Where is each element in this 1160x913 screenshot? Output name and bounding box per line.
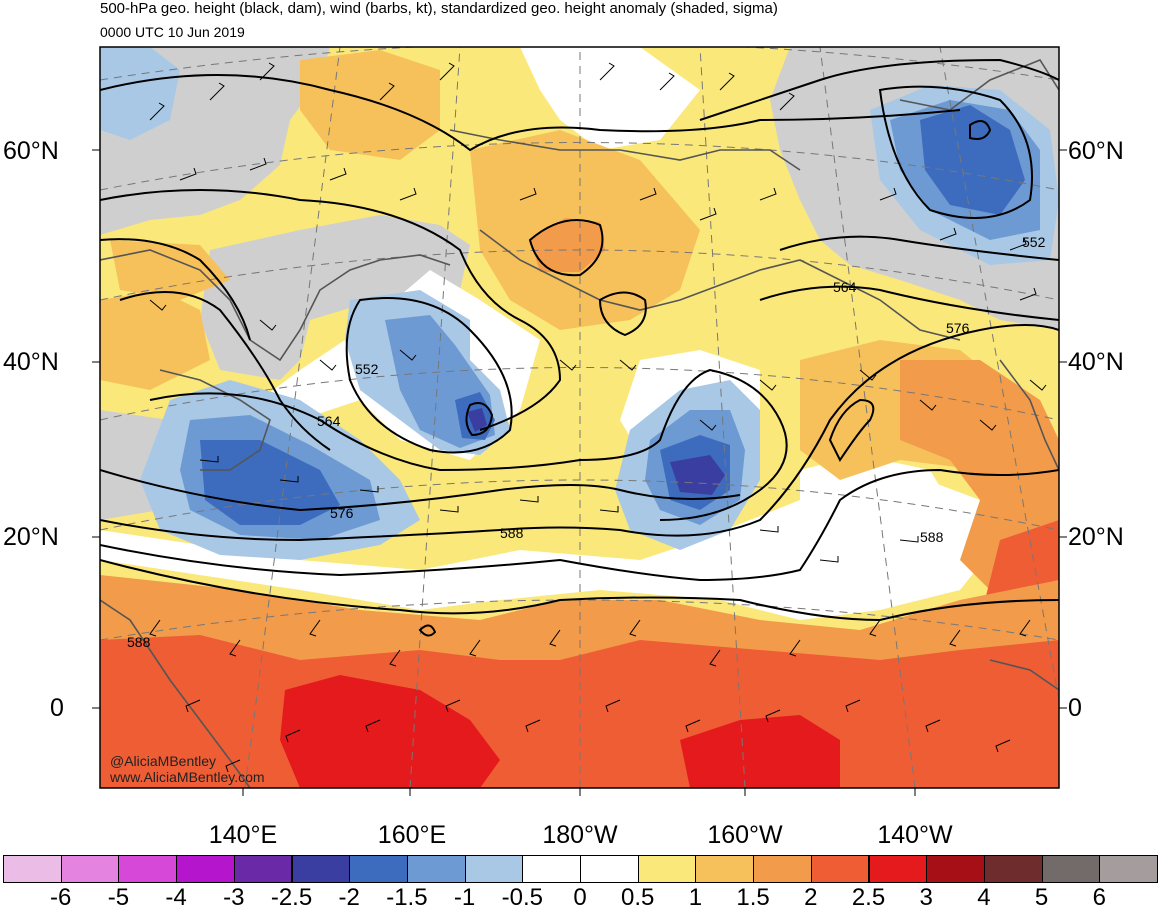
- contour-label: 576: [946, 320, 970, 336]
- lon-label: 160°W: [707, 821, 783, 849]
- lat-label-left: 60°N: [3, 137, 59, 165]
- colorbar-swatch: [926, 855, 985, 883]
- anomaly-purple-central: [467, 408, 487, 432]
- anomaly-orange-west2: [110, 240, 230, 300]
- contour-label: 588: [500, 525, 524, 541]
- colorbar-swatch: [349, 855, 408, 883]
- colorbar-swatch: [291, 855, 351, 883]
- valid-time: 0000 UTC 10 Jun 2019: [100, 24, 245, 40]
- colorbar-label: 0: [573, 884, 587, 911]
- colorbar-swatch: [983, 855, 1043, 883]
- anomaly-gray-mid: [520, 47, 700, 150]
- colorbar-label: 1: [688, 884, 703, 911]
- colorbar-swatch: [176, 855, 235, 883]
- anomaly-blue-nw: [100, 47, 180, 140]
- colorbar-label: 2.5: [851, 884, 886, 911]
- colorbar-label: -0.5: [501, 884, 543, 911]
- lon-label: 180°W: [542, 821, 618, 849]
- colorbar-swatch: [695, 855, 755, 883]
- lat-label-left: 40°N: [3, 348, 59, 376]
- colorbar-label: 1.5: [736, 884, 770, 911]
- contour-label: 564: [317, 413, 341, 429]
- anomaly-white-tropics: [100, 470, 1000, 620]
- colorbar-label: 4: [977, 884, 991, 911]
- contour-label: 576: [330, 505, 354, 521]
- credit-site: www.AliciaMBentley.com: [110, 769, 265, 785]
- contour-label: 552: [355, 361, 379, 377]
- colorbar-swatch: [753, 855, 812, 883]
- contour-label: 564: [833, 279, 857, 295]
- lat-label-right: 40°N: [1068, 348, 1124, 376]
- colorbar-swatch: [60, 855, 120, 883]
- anomaly-orange-west: [100, 290, 210, 390]
- anomaly-orange-nw: [300, 50, 440, 160]
- coastlines: [100, 59, 1059, 788]
- colorbar-label: 6: [1092, 884, 1106, 911]
- colorbar-swatch: [118, 855, 178, 883]
- credit-handle: @AliciaMBentley: [110, 753, 217, 769]
- colorbar-swatch: [868, 855, 928, 883]
- colorbar-label: -2.5: [270, 884, 313, 911]
- colorbar-swatch: [580, 855, 639, 883]
- colorbar-label: -4: [165, 884, 187, 911]
- lon-label: 140°W: [877, 821, 953, 849]
- colorbar-swatch: [522, 855, 581, 883]
- colorbar-swatch: [233, 855, 293, 883]
- colorbar-label: 2: [804, 884, 818, 911]
- colorbar-swatch: [810, 855, 870, 883]
- lat-label-left: 20°N: [3, 523, 59, 551]
- anomaly-blue-ne-core: [920, 105, 1025, 215]
- wind-barbs: [149, 62, 1047, 773]
- colorbar-label: 3: [919, 884, 933, 911]
- anomaly-purple-hawaii: [670, 455, 725, 495]
- colorbar-label: -2: [338, 884, 360, 911]
- colorbar-label: -1: [453, 884, 476, 911]
- lat-label-right: 0: [1068, 694, 1082, 722]
- lat-label-left: 0: [50, 694, 64, 722]
- lat-label-right: 60°N: [1068, 137, 1124, 165]
- anomaly-blue-west-core: [200, 440, 340, 525]
- colorbar-swatch: [464, 855, 524, 883]
- colorbar-label: -1.5: [386, 884, 428, 911]
- colorbar-swatch: [406, 855, 466, 883]
- colorbar-label: -5: [107, 884, 130, 911]
- lat-label-right: 20°N: [1068, 523, 1124, 551]
- height-contours: [100, 58, 1059, 637]
- contour-label: 588: [920, 529, 944, 545]
- anomaly-darkorange-north: [530, 218, 605, 272]
- anomaly-deepred-2: [680, 715, 840, 788]
- colorbar-swatch: [1099, 855, 1158, 883]
- colorbar-swatch: [1041, 855, 1101, 883]
- contour-label: 588: [127, 634, 151, 650]
- anomaly-gray-nw: [200, 215, 470, 380]
- colorbar-label: -3: [223, 884, 245, 911]
- colorbar-swatch: [3, 855, 62, 883]
- lon-label: 140°E: [208, 821, 278, 849]
- map-title: 500-hPa geo. height (black, dam), wind (…: [100, 0, 778, 17]
- colorbar-swatch: [637, 855, 697, 883]
- lon-label: 160°E: [377, 821, 447, 849]
- contour-label: 552: [1022, 234, 1046, 250]
- map-ticks: [92, 149, 1067, 796]
- colorbar-label: -6: [50, 884, 72, 911]
- anomaly-deepred-1: [280, 675, 500, 788]
- colorbar-label: 5: [1034, 884, 1049, 911]
- colorbar-label: 0.5: [621, 884, 655, 911]
- contour-label-group: 552 564 552 564 576 576 588 588 588: [127, 234, 1046, 650]
